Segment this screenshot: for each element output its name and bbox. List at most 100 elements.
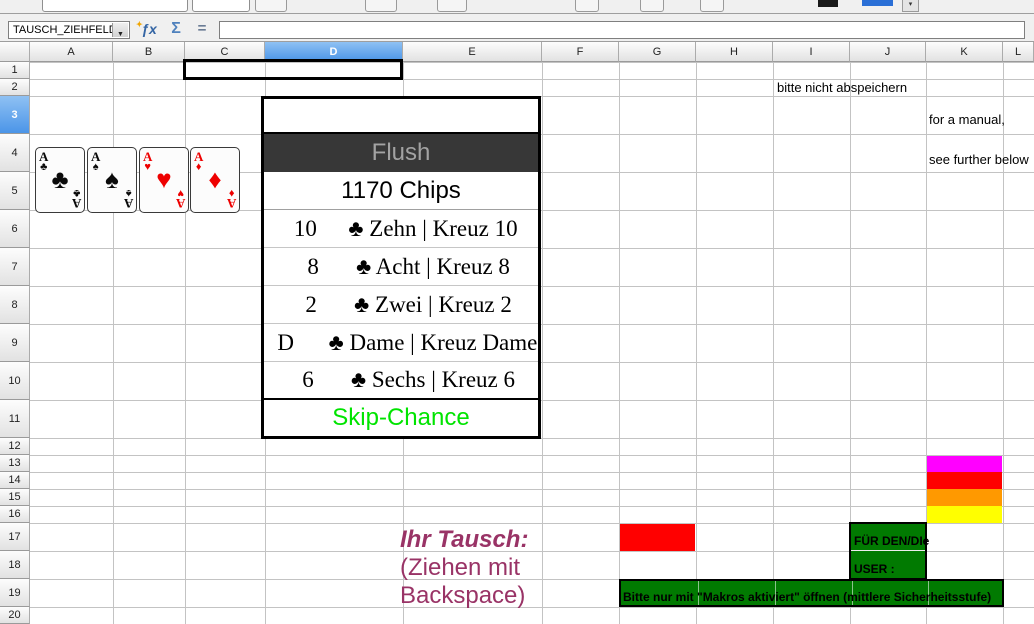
sum-button[interactable]: Σ xyxy=(171,20,181,37)
font-color-swatch-icon[interactable] xyxy=(818,0,838,7)
card-rank: A xyxy=(91,149,101,164)
gridline xyxy=(30,523,1034,524)
row-header-18[interactable]: 18 xyxy=(0,551,30,579)
legend-cell-orange[interactable] xyxy=(927,489,1002,506)
gridline xyxy=(30,472,1034,473)
toolbar-button-2[interactable] xyxy=(365,0,397,12)
column-header-J[interactable]: J xyxy=(850,42,926,62)
toolbar-button-4[interactable] xyxy=(575,0,599,12)
font-name-combo[interactable] xyxy=(42,0,188,12)
column-header-G[interactable]: G xyxy=(619,42,696,62)
row-header-4[interactable]: 4 xyxy=(0,134,30,172)
hand-card-row[interactable]: D ♣ Dame | Kreuz Dame xyxy=(264,324,538,362)
row-header-12[interactable]: 12 xyxy=(0,438,30,455)
hand-card-rank: 8 xyxy=(307,253,319,279)
hand-card-row[interactable]: 6 ♣ Sechs | Kreuz 6 xyxy=(264,362,538,400)
hand-card-rank: 10 xyxy=(293,215,317,241)
gridline xyxy=(542,62,543,624)
gridline xyxy=(30,455,1034,456)
card-corner: A ♥ xyxy=(143,150,152,173)
gridline xyxy=(30,506,1034,507)
row-header-9[interactable]: 9 xyxy=(0,324,30,362)
row-header-14[interactable]: 14 xyxy=(0,472,30,489)
tausch-hint-line2: Backspace) xyxy=(400,582,526,609)
name-box-dropdown-button[interactable]: ▼ xyxy=(112,23,128,38)
hand-card-label: ♣ Zwei | Kreuz 2 xyxy=(354,291,512,317)
hand-card-row[interactable]: 2 ♣ Zwei | Kreuz 2 xyxy=(264,286,538,324)
column-header-L[interactable]: L xyxy=(1003,42,1034,62)
card-ace-of-spades[interactable]: A ♠ ♠ A ♠ xyxy=(87,147,137,213)
skip-chance-button[interactable]: Skip-Chance xyxy=(332,404,470,431)
highlight-color-swatch-icon[interactable] xyxy=(862,0,893,6)
legend-cell-magenta[interactable] xyxy=(927,456,1002,472)
card-ace-of-diamonds[interactable]: A ♦ ♦ A ♦ xyxy=(190,147,240,213)
card-corner: A ♠ xyxy=(124,187,133,211)
hand-card-row[interactable]: 8 ♣ Acht | Kreuz 8 xyxy=(264,248,538,286)
gridline xyxy=(1003,62,1004,624)
hand-card-rank: D xyxy=(277,329,294,355)
row-header-8[interactable]: 8 xyxy=(0,286,30,324)
legend-cell-red[interactable] xyxy=(927,472,1002,489)
card-corner: A ♣ xyxy=(72,187,81,211)
column-header-E[interactable]: E xyxy=(403,42,542,62)
name-box[interactable]: TAUSCH_ZIEHFELD ▼ xyxy=(8,21,130,39)
column-header-A[interactable]: A xyxy=(30,42,113,62)
card-ace-of-hearts[interactable]: A ♥ ♥ A ♥ xyxy=(139,147,189,213)
row-header-13[interactable]: 13 xyxy=(0,455,30,472)
cell-divider xyxy=(928,581,929,605)
hand-panel: Flush 1170 Chips 10 ♣ Zehn | Kreuz 10 8 … xyxy=(261,96,541,439)
header-corner-box[interactable] xyxy=(0,42,30,62)
selection-rectangle xyxy=(183,59,403,80)
formula-input[interactable] xyxy=(219,21,1025,39)
row-header-17[interactable]: 17 xyxy=(0,523,30,551)
row-header-6[interactable]: 6 xyxy=(0,210,30,248)
column-header-F[interactable]: F xyxy=(542,42,619,62)
row-header-3[interactable]: 3 xyxy=(0,96,30,134)
column-header-B[interactable]: B xyxy=(113,42,185,62)
hearts-icon: ♥ xyxy=(177,187,184,199)
tausch-title: Ihr Tausch: xyxy=(400,526,529,553)
spades-icon: ♠ xyxy=(105,165,119,194)
gridline xyxy=(30,79,1034,80)
gridline xyxy=(619,62,620,624)
card-corner: A ♦ xyxy=(227,187,236,211)
manual-note-line1: for a manual, xyxy=(929,112,1005,127)
toolbar-button-3[interactable] xyxy=(437,0,467,12)
row-header-2[interactable]: 2 xyxy=(0,79,30,96)
hand-card-label: ♣ Sechs | Kreuz 6 xyxy=(350,367,516,392)
manual-note-line2: see further below xyxy=(929,152,1029,167)
toolbar-button-6[interactable] xyxy=(700,0,724,12)
gridline xyxy=(926,62,927,624)
card-rank: A xyxy=(39,149,49,164)
row-header-19[interactable]: 19 xyxy=(0,579,30,607)
row-header-10[interactable]: 10 xyxy=(0,362,30,400)
hand-card-label: ♣ Acht | Kreuz 8 xyxy=(356,253,510,279)
swap-target-cell[interactable] xyxy=(620,524,695,551)
row-header-11[interactable]: 11 xyxy=(0,400,30,438)
column-header-H[interactable]: H xyxy=(696,42,773,62)
toolbar-dropdown-button[interactable]: ▾ xyxy=(902,0,919,12)
row-header-16[interactable]: 16 xyxy=(0,506,30,523)
card-ace-of-clubs[interactable]: A ♣ ♣ A ♣ xyxy=(35,147,85,213)
row-header-5[interactable]: 5 xyxy=(0,172,30,210)
row-header-7[interactable]: 7 xyxy=(0,248,30,286)
row-header-1[interactable]: 1 xyxy=(0,62,30,79)
gridline xyxy=(30,551,1034,552)
function-button[interactable]: = xyxy=(197,20,207,37)
hand-card-row[interactable]: 10 ♣ Zehn | Kreuz 10 xyxy=(264,210,538,248)
formula-bar: TAUSCH_ZIEHFELD ▼ ✦ ƒx Σ = xyxy=(0,14,1034,42)
row-header-15[interactable]: 15 xyxy=(0,489,30,506)
toolbar-button-1[interactable] xyxy=(255,0,287,12)
toolbar-button-5[interactable] xyxy=(640,0,664,12)
column-header-K[interactable]: K xyxy=(926,42,1003,62)
card-rank: A xyxy=(194,149,204,164)
font-size-combo[interactable] xyxy=(192,0,250,12)
hand-card-label: ♣ Dame | Kreuz Dame xyxy=(328,329,538,355)
panel-empty-row[interactable] xyxy=(264,99,538,134)
row-header-20[interactable]: 20 xyxy=(0,607,30,624)
legend-cell-yellow[interactable] xyxy=(927,506,1002,523)
column-header-I[interactable]: I xyxy=(773,42,850,62)
diamonds-icon: ♦ xyxy=(208,165,222,194)
function-wizard-button[interactable]: ✦ ƒx xyxy=(136,20,160,38)
